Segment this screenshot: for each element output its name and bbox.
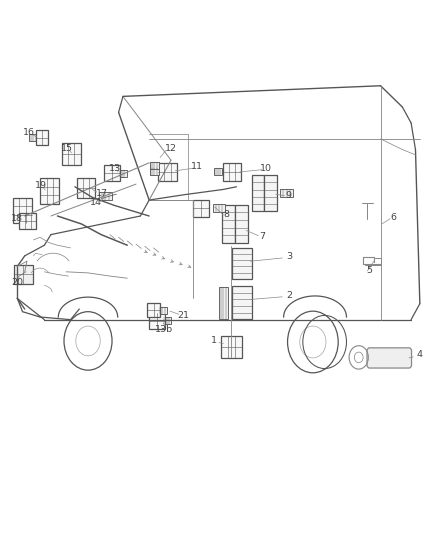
Text: 3: 3: [286, 253, 293, 261]
Bar: [28, 134, 38, 141]
Bar: [104, 165, 120, 181]
Bar: [150, 168, 159, 175]
Bar: [235, 205, 248, 243]
Bar: [158, 163, 177, 181]
Text: 1: 1: [211, 336, 217, 345]
Bar: [221, 336, 242, 359]
Bar: [162, 317, 171, 324]
Text: 2: 2: [287, 291, 293, 300]
Text: 18: 18: [11, 214, 23, 223]
Bar: [77, 177, 95, 198]
Bar: [157, 306, 167, 313]
Bar: [36, 131, 48, 146]
Bar: [117, 170, 127, 177]
Text: 4: 4: [417, 350, 423, 359]
Text: 14: 14: [90, 198, 102, 207]
Text: 17: 17: [96, 189, 108, 198]
Text: 19: 19: [35, 181, 47, 190]
Bar: [214, 168, 223, 175]
Bar: [219, 287, 228, 319]
Bar: [252, 175, 265, 211]
Bar: [14, 265, 32, 284]
Bar: [280, 189, 293, 197]
Text: 13b: 13b: [155, 325, 173, 334]
Bar: [13, 198, 32, 223]
FancyBboxPatch shape: [367, 348, 412, 368]
Bar: [193, 199, 208, 216]
Bar: [99, 192, 112, 200]
Bar: [213, 204, 225, 212]
Text: 16: 16: [23, 128, 35, 137]
Bar: [149, 313, 165, 329]
Bar: [40, 178, 59, 204]
Bar: [232, 286, 251, 319]
Text: 15: 15: [61, 144, 73, 153]
Text: 11: 11: [191, 162, 203, 171]
Text: 21: 21: [177, 311, 189, 320]
Bar: [223, 163, 241, 181]
Bar: [62, 143, 81, 165]
Bar: [147, 303, 160, 317]
Bar: [19, 213, 36, 229]
Text: 5: 5: [367, 266, 373, 275]
Text: 20: 20: [11, 278, 23, 287]
Bar: [232, 248, 251, 279]
Bar: [265, 175, 277, 211]
Bar: [150, 162, 159, 169]
Bar: [222, 205, 235, 243]
Text: 6: 6: [391, 213, 397, 222]
Text: 8: 8: [224, 211, 230, 220]
Text: 7: 7: [260, 232, 266, 241]
Text: 13: 13: [109, 164, 121, 173]
Text: 10: 10: [260, 164, 272, 173]
Text: 12: 12: [165, 144, 177, 153]
Text: 9: 9: [286, 191, 292, 200]
